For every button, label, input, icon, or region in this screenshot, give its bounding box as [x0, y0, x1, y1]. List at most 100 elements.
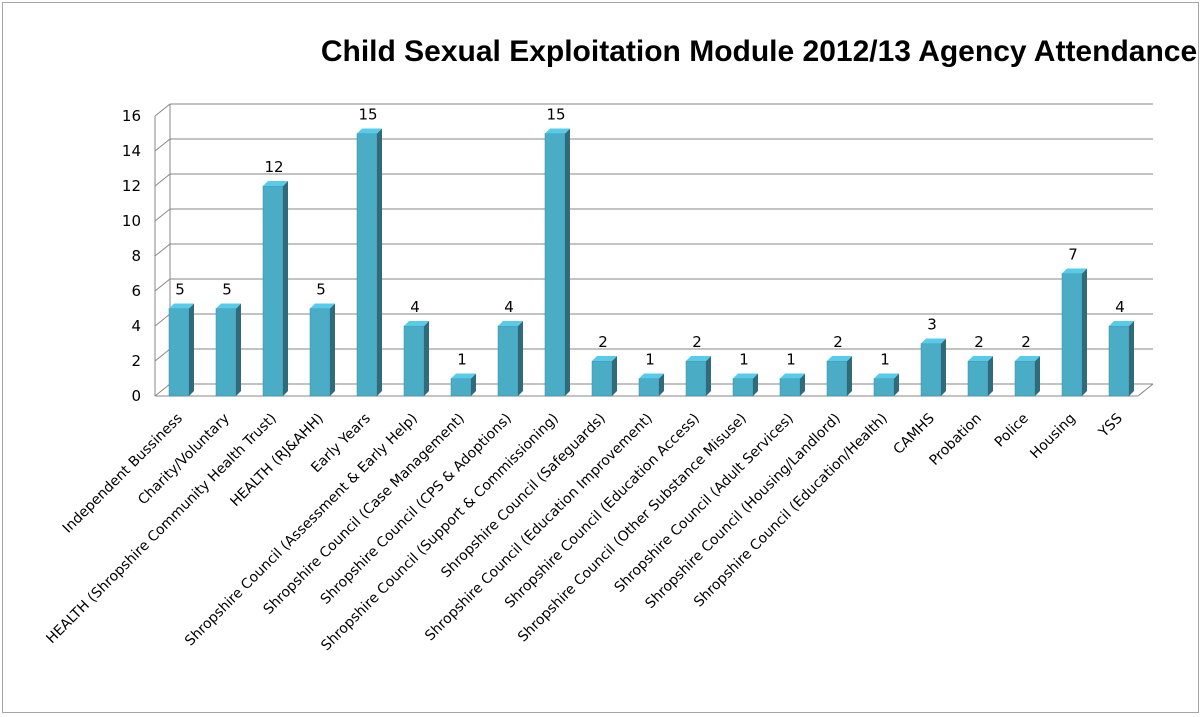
bar [1014, 356, 1040, 397]
bar-side [565, 128, 570, 396]
bar [356, 128, 382, 397]
bar-top [733, 373, 758, 379]
bar-side [1129, 321, 1134, 396]
data-label: 7 [1068, 246, 1078, 264]
bar [873, 373, 899, 397]
bar-side [847, 356, 852, 396]
data-label: 4 [504, 298, 514, 316]
bar-front [309, 308, 331, 397]
data-label: 15 [546, 106, 565, 124]
bar-side [612, 356, 617, 396]
bar-top [874, 373, 899, 379]
x-tick-label: YSS [1095, 410, 1126, 441]
bar-side [753, 373, 758, 396]
y-tick-label: 10 [122, 212, 141, 230]
bar-top [404, 321, 429, 326]
x-tick-label: CAMHS [891, 410, 938, 457]
bar-side [706, 356, 711, 396]
bar-front [732, 378, 754, 397]
x-tick-label: Police [992, 411, 1032, 451]
data-label: 5 [316, 281, 326, 299]
bar-side [189, 303, 194, 396]
bar-side [283, 181, 288, 396]
bar [262, 181, 288, 397]
bar-side [518, 321, 523, 396]
bar-front [967, 360, 989, 397]
gridline-diagonal [154, 348, 171, 362]
data-label: 4 [410, 298, 420, 316]
gridline-diagonal [154, 313, 171, 327]
bar-top [357, 128, 382, 134]
bar-top [451, 373, 476, 379]
gridline-diagonal [154, 243, 171, 257]
data-label: 12 [264, 158, 283, 176]
bar [826, 356, 852, 397]
data-label: 1 [880, 351, 890, 369]
bar [967, 356, 993, 397]
bar [638, 373, 664, 397]
data-label: 2 [1021, 333, 1031, 351]
gridline-diagonal [154, 138, 171, 152]
bar-front [544, 133, 566, 397]
bar-side [377, 128, 382, 396]
bar-top [545, 128, 570, 134]
data-label: 5 [222, 281, 232, 299]
bars [168, 128, 1134, 397]
gridline-diagonal [154, 208, 171, 222]
bar-front [779, 378, 801, 397]
bar-side [236, 303, 241, 396]
bar-top [780, 373, 805, 379]
bar-front [1108, 325, 1130, 397]
bar [168, 303, 194, 397]
bar-front [873, 378, 895, 397]
x-tick-label: Charity/Voluntary [135, 411, 233, 509]
bar-side [988, 356, 993, 396]
bar-top [169, 303, 194, 309]
bar-top [1109, 321, 1134, 326]
data-label: 15 [358, 106, 377, 124]
bar-front [497, 325, 519, 397]
data-label: 2 [833, 333, 843, 351]
bar-side [330, 303, 335, 396]
bar-front [826, 360, 848, 397]
data-label: 2 [974, 333, 984, 351]
bar-top [921, 338, 946, 344]
bar-side [659, 373, 664, 396]
data-label: 1 [739, 351, 749, 369]
data-label: 3 [927, 316, 937, 334]
bar-front [262, 185, 284, 397]
bar [779, 373, 805, 397]
bar-chart: Child Sexual Exploitation Module 2012/13… [43, 35, 1197, 654]
bar-top [592, 356, 617, 361]
y-tick-label: 14 [122, 142, 141, 160]
bar-top [1015, 356, 1040, 361]
x-tick-label: Housing [1027, 411, 1079, 463]
bar-top [639, 373, 664, 379]
bar-side [894, 373, 899, 396]
bar [920, 338, 946, 397]
y-tick-label: 16 [122, 107, 141, 125]
bar [1061, 268, 1087, 397]
gridline-diagonal [154, 278, 171, 292]
bar [544, 128, 570, 397]
bar-side [1082, 268, 1087, 396]
bar-front [356, 133, 378, 397]
bar-top [310, 303, 335, 309]
data-label: 1 [457, 351, 467, 369]
y-tick-label: 8 [131, 247, 141, 265]
bar-top [968, 356, 993, 361]
bar [1108, 321, 1134, 397]
bar-side [800, 373, 805, 396]
bar-front [403, 325, 425, 397]
bar-top [263, 181, 288, 186]
data-label: 1 [786, 351, 796, 369]
bar [685, 356, 711, 397]
bar-top [1062, 268, 1087, 274]
y-tick-label: 12 [122, 177, 141, 195]
bar-front [1014, 360, 1036, 397]
bar [497, 321, 523, 397]
bar-side [1035, 356, 1040, 396]
bar-side [424, 321, 429, 396]
y-tick-label: 2 [131, 352, 141, 370]
